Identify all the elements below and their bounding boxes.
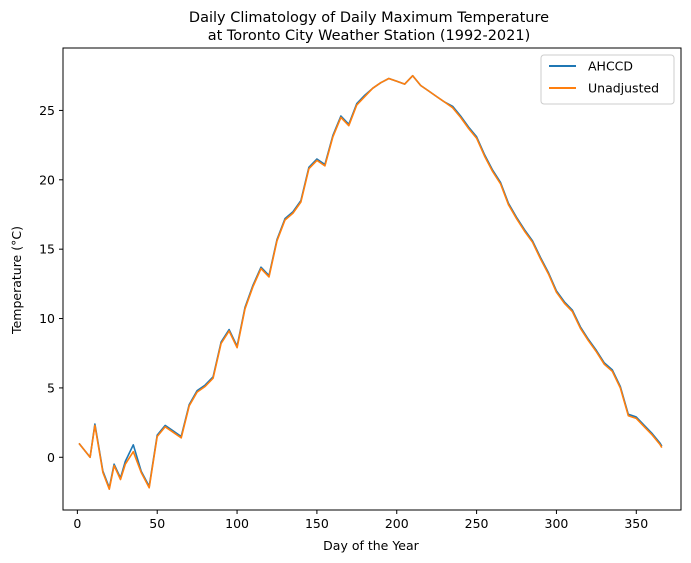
x-tick-label: 300 — [545, 516, 569, 531]
series-lines — [78, 74, 663, 491]
x-tick-label: 100 — [225, 516, 249, 531]
x-tick-label: 200 — [385, 516, 409, 531]
legend: AHCCD Unadjusted — [540, 54, 675, 105]
y-tick-label: 5 — [47, 380, 55, 395]
chart-title-line-1: Daily Climatology of Daily Maximum Tempe… — [189, 10, 549, 26]
legend-box — [540, 54, 675, 105]
legend-label-unadjusted: Unadjusted — [588, 81, 659, 96]
y-tick-label: 0 — [47, 450, 55, 465]
x-axis-ticks: 0 50 100 150 200 250 300 350 — [73, 510, 648, 531]
x-tick-label: 350 — [624, 516, 648, 531]
x-tick-label: 250 — [465, 516, 489, 531]
x-tick-label: 150 — [305, 516, 329, 531]
plot-area: 0 50 100 150 200 250 300 350 0 5 10 15 20 25 — [39, 47, 682, 531]
plot-frame — [62, 47, 682, 511]
legend-label-ahccd: AHCCD — [588, 59, 633, 74]
chart-title-line-2: at Toronto City Weather Station (1992-20… — [208, 28, 531, 44]
y-axis-label: Temperature (°C) — [9, 226, 24, 335]
x-tick-label: 50 — [149, 516, 165, 531]
y-axis-ticks: 0 5 10 15 20 25 — [39, 103, 63, 465]
y-tick-label: 10 — [39, 311, 55, 326]
x-tick-label: 0 — [73, 516, 81, 531]
series-line-unadjusted — [78, 74, 663, 491]
y-tick-label: 25 — [39, 103, 55, 118]
y-tick-label: 15 — [39, 242, 55, 257]
y-tick-label: 20 — [39, 172, 55, 187]
x-axis-label: Day of the Year — [323, 538, 419, 553]
